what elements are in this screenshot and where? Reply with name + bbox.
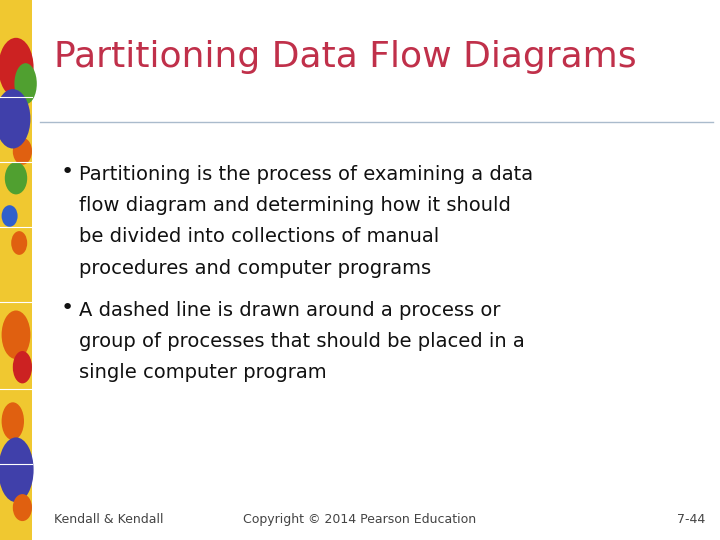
Text: Kendall & Kendall: Kendall & Kendall: [53, 513, 163, 526]
Text: Partitioning is the process of examining a data: Partitioning is the process of examining…: [78, 165, 533, 184]
Text: •: •: [60, 162, 74, 182]
Ellipse shape: [14, 63, 37, 104]
Text: procedures and computer programs: procedures and computer programs: [78, 259, 431, 278]
Text: Copyright © 2014 Pearson Education: Copyright © 2014 Pearson Education: [243, 513, 477, 526]
Text: •: •: [60, 298, 74, 318]
Ellipse shape: [13, 138, 32, 165]
Ellipse shape: [0, 38, 34, 97]
Text: A dashed line is drawn around a process or: A dashed line is drawn around a process …: [78, 301, 500, 320]
Ellipse shape: [1, 310, 30, 359]
Text: 7-44: 7-44: [678, 513, 706, 526]
Ellipse shape: [0, 437, 34, 502]
Text: single computer program: single computer program: [78, 363, 326, 382]
Text: group of processes that should be placed in a: group of processes that should be placed…: [78, 332, 525, 351]
Ellipse shape: [12, 231, 27, 255]
Ellipse shape: [1, 402, 24, 440]
Ellipse shape: [0, 89, 30, 148]
Ellipse shape: [13, 494, 32, 521]
Ellipse shape: [1, 205, 17, 227]
Text: be divided into collections of manual: be divided into collections of manual: [78, 227, 439, 246]
Text: Partitioning Data Flow Diagrams: Partitioning Data Flow Diagrams: [53, 40, 636, 73]
Ellipse shape: [5, 162, 27, 194]
Bar: [0, 0, 32, 540]
Text: flow diagram and determining how it should: flow diagram and determining how it shou…: [78, 196, 510, 215]
Ellipse shape: [13, 351, 32, 383]
